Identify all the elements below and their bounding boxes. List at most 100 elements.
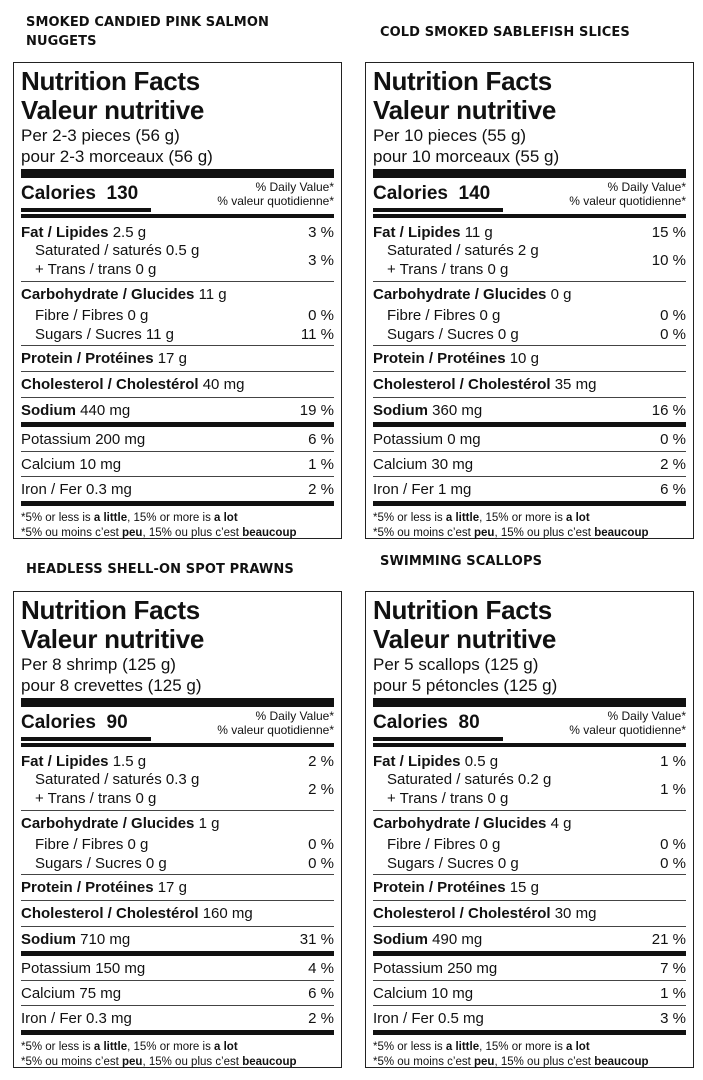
calcium-label: Calcium [373, 455, 428, 473]
nutrition-facts-panel-4: Nutrition Facts Valeur nutritive Per 5 s… [365, 591, 694, 1068]
saturated-value: 0.2 g [517, 771, 552, 788]
nutrition-facts-heading-fr: Valeur nutritive [21, 624, 205, 654]
calories-row: Calories 90 % Daily Value* % valeur quot… [21, 707, 334, 741]
daily-value-heading-en: % Daily Value* [607, 180, 686, 194]
fat-label: Fat / Lipides [373, 224, 461, 241]
fat-value: 1.5 g [112, 753, 147, 770]
saturated-label: Saturated / saturés [35, 771, 162, 788]
sugars-dv: 0 % [308, 855, 334, 872]
potassium-value: 150 mg [95, 959, 146, 977]
saturated-value: 0.3 g [165, 771, 200, 788]
footnote-fr: *5% ou moins c’est peu, 15% ou plus c’es… [373, 526, 686, 541]
nutrition-facts-heading-fr: Valeur nutritive [21, 95, 205, 125]
fat-block: Fat / Lipides 11 g 15 % Saturated / satu… [373, 218, 686, 282]
medium-rule [21, 214, 334, 218]
footnote-text: a little [93, 1041, 128, 1053]
daily-value-heading-en: % Daily Value* [255, 180, 334, 194]
trans-label: + Trans / trans [35, 790, 132, 807]
potassium-value: 0 mg [447, 430, 481, 448]
serving-size-fr: pour 5 pétoncles (125 g) [373, 676, 558, 695]
calcium-dv: 2 % [660, 455, 686, 473]
cholesterol-value: 40 mg [202, 376, 245, 393]
footnote: *5% or less is a little, 15% or more is … [21, 506, 334, 541]
trans-value: 0 g [487, 261, 509, 278]
calcium-label: Calcium [373, 984, 428, 1002]
trans-label: + Trans / trans [35, 261, 132, 278]
fibre-label: Fibre / Fibres [35, 836, 124, 853]
footnote-text: *5% ou moins c’est [21, 527, 122, 539]
carbohydrate-block: Carbohydrate / Glucides 11 g Fibre / Fib… [21, 282, 334, 346]
serving-size-fr: pour 2-3 morceaux (56 g) [21, 147, 213, 166]
footnote-text: , 15% or more is [479, 512, 567, 524]
iron-dv: 2 % [308, 1009, 334, 1027]
sugars-value: 0 g [145, 855, 167, 872]
saturated-label: Saturated / saturés [387, 242, 514, 259]
saturated-value: 0.5 g [165, 242, 200, 259]
calcium-dv: 1 % [660, 984, 686, 1002]
nutrition-facts-panel-3: Nutrition Facts Valeur nutritive Per 8 s… [13, 591, 342, 1068]
thick-rule [21, 169, 334, 178]
fibre-value: 0 g [479, 307, 501, 324]
product-title-prawns: HEADLESS SHELL-ON SPOT PRAWNS [26, 562, 294, 577]
footnote-fr: *5% ou moins c’est peu, 15% ou plus c’es… [21, 526, 334, 541]
cholesterol-value: 35 mg [554, 376, 597, 393]
calcium-value: 10 mg [431, 984, 474, 1002]
fibre-value: 0 g [127, 307, 149, 324]
fat-dv: 2 % [308, 753, 334, 770]
iron-dv: 6 % [660, 480, 686, 498]
potassium-dv: 6 % [308, 430, 334, 448]
cholesterol-label: Cholesterol / Cholestérol [373, 376, 551, 393]
nutrition-facts-heading-fr: Valeur nutritive [373, 95, 557, 125]
footnote-fr: *5% ou moins c’est peu, 15% ou plus c’es… [21, 1055, 334, 1070]
trans-value: 0 g [135, 261, 157, 278]
footnote-text: a little [445, 512, 480, 524]
trans-value: 0 g [487, 790, 509, 807]
daily-value-heading-fr: % valeur quotidienne* [217, 723, 334, 737]
nutrition-facts-heading-en: Nutrition Facts [373, 595, 552, 625]
daily-value-heading-fr: % valeur quotidienne* [569, 723, 686, 737]
carbohydrate-value: 4 g [550, 815, 572, 832]
potassium-row: Potassium 200 mg 6 % [21, 427, 334, 452]
iron-label: Iron / Fer [21, 1009, 82, 1027]
footnote-text: a little [93, 512, 128, 524]
daily-value-heading-en: % Daily Value* [607, 709, 686, 723]
fat-value: 2.5 g [112, 224, 147, 241]
protein-label: Protein / Protéines [21, 879, 154, 896]
footnote-text: a lot [214, 512, 238, 524]
calcium-row: Calcium 10 mg 1 % [373, 981, 686, 1006]
sodium-dv: 16 % [651, 401, 686, 419]
calories-label: Calories [21, 712, 96, 733]
sodium-label: Sodium [373, 930, 428, 948]
footnote-text: *5% or less is [373, 512, 446, 524]
calories-underline [21, 208, 151, 212]
product-title-scallops: SWIMMING SCALLOPS [380, 554, 543, 569]
sugars-dv: 0 % [660, 855, 686, 872]
serving-size-fr: pour 8 crevettes (125 g) [21, 676, 202, 695]
footnote-text: beaucoup [242, 1056, 297, 1068]
product-title-salmon: SMOKED CANDIED PINK SALMON NUGGETS [26, 15, 269, 49]
cholesterol-value: 160 mg [202, 905, 253, 922]
sugars-value: 0 g [497, 855, 519, 872]
sodium-dv: 31 % [299, 930, 334, 948]
calories-underline [21, 737, 151, 741]
footnote-en: *5% or less is a little, 15% or more is … [21, 1040, 334, 1055]
daily-value-heading-en: % Daily Value* [255, 709, 334, 723]
fibre-dv: 0 % [660, 307, 686, 324]
footnote-text: *5% ou moins c’est [373, 527, 474, 539]
thick-rule [21, 698, 334, 707]
sodium-value: 490 mg [432, 930, 483, 948]
sodium-row: Sodium 360 mg 16 % [373, 398, 686, 427]
fat-block: Fat / Lipides 2.5 g 3 % Saturated / satu… [21, 218, 334, 282]
saturated-trans-dv: 10 % [651, 251, 686, 269]
calories-underline [373, 737, 503, 741]
footnote-text: peu [122, 1056, 143, 1068]
calories-row: Calories 130 % Daily Value* % valeur quo… [21, 178, 334, 212]
cholesterol-value: 30 mg [554, 905, 597, 922]
cholesterol-row: Cholesterol / Cholestérol 160 mg [21, 901, 334, 927]
footnote-en: *5% or less is a little, 15% or more is … [373, 1040, 686, 1055]
calcium-value: 30 mg [431, 455, 474, 473]
medium-rule [373, 214, 686, 218]
sodium-row: Sodium 440 mg 19 % [21, 398, 334, 427]
nutrition-facts-panel-1: Nutrition Facts Valeur nutritive Per 2-3… [13, 62, 342, 539]
calories-value: 130 [106, 183, 139, 204]
